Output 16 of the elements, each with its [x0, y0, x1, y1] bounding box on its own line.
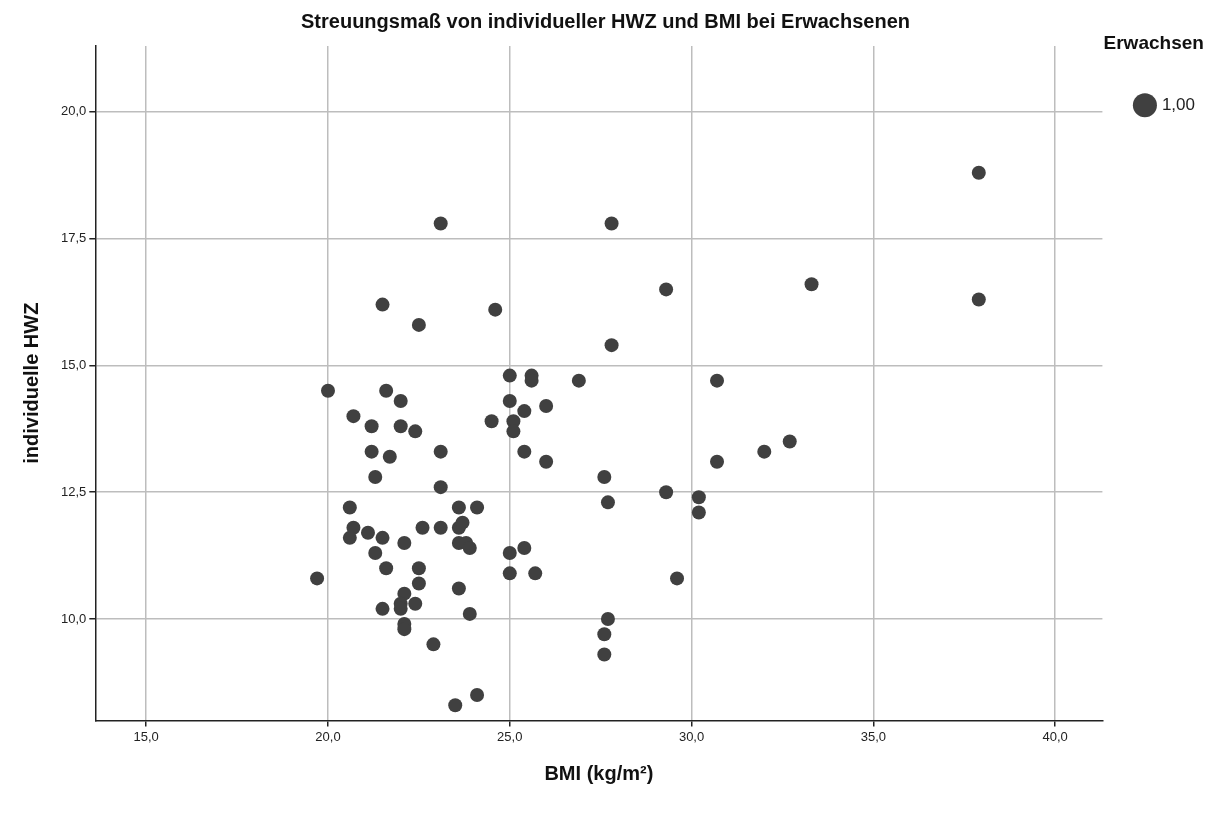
y-axis-title: individuelle HWZ	[19, 302, 42, 464]
y-tick-label: 17,5	[60, 230, 87, 246]
x-tick-label: 35,0	[860, 728, 887, 744]
x-tick-label: 20,0	[315, 728, 341, 744]
x-tick-label: 30,0	[678, 728, 705, 744]
y-tick-label: 12,5	[60, 483, 87, 499]
legend-title: Erwachsen	[1103, 31, 1204, 53]
y-tick-label: 20,0	[60, 103, 87, 119]
x-axis-title: BMI (kg/m²)	[544, 761, 654, 784]
y-tick-label: 15,0	[60, 357, 87, 373]
x-tick-label: 15,0	[133, 728, 159, 744]
x-tick-label: 40,0	[1042, 728, 1068, 744]
y-tick-label: 10,0	[60, 610, 87, 626]
legend-label: 1,00	[1161, 94, 1196, 114]
chart-title: Streuungsmaß von individueller HWZ und BMI bei Erwachsenen	[301, 9, 910, 32]
x-tick-label: 25,0	[497, 728, 523, 744]
